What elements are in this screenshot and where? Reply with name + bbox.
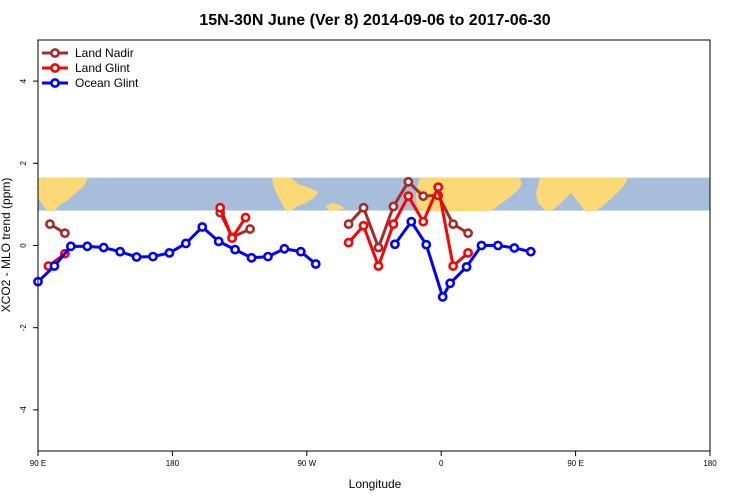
y-axis-label: XCO2 - MLO trend (ppm) <box>0 178 13 313</box>
x-tick-label: 90 E <box>567 459 583 468</box>
x-tick-label: 90 E <box>30 459 46 468</box>
x-tick-label: 180 <box>166 459 180 468</box>
legend-label: Land Nadir <box>75 46 134 60</box>
y-tick-label: -4 <box>19 406 28 414</box>
data-point <box>343 219 354 230</box>
data-point <box>65 241 76 252</box>
legend-label: Land Glint <box>75 61 130 75</box>
data-point <box>403 191 414 202</box>
data-point <box>279 243 290 254</box>
map-land <box>272 178 318 211</box>
y-tick-label: 4 <box>19 78 28 83</box>
data-point <box>463 228 473 239</box>
data-point <box>49 261 60 271</box>
y-axis: -4 -2 0 2 4 <box>19 78 38 413</box>
series-ocean-glint <box>33 216 536 302</box>
x-tick-label: 90 W <box>297 459 316 468</box>
legend-label: Ocean Glint <box>75 76 139 90</box>
data-point <box>448 219 459 230</box>
data-point <box>388 219 399 230</box>
data-point <box>180 238 191 249</box>
data-point <box>418 216 429 227</box>
data-point <box>98 242 109 253</box>
data-point <box>246 252 257 263</box>
data-point <box>148 251 158 262</box>
data-point <box>448 261 459 271</box>
map-land <box>58 186 70 196</box>
y-tick-label: 2 <box>19 161 28 166</box>
data-point <box>421 239 432 250</box>
data-point <box>388 201 399 212</box>
data-point <box>358 202 369 213</box>
data-point <box>59 228 70 239</box>
data-point <box>263 251 273 262</box>
data-point <box>245 224 255 234</box>
world-map-band <box>38 177 710 211</box>
series-line <box>393 220 532 299</box>
data-point <box>373 261 384 271</box>
data-point <box>115 246 126 257</box>
data-point <box>310 259 321 269</box>
x-tick-label: 0 <box>439 459 444 468</box>
data-point <box>445 278 456 289</box>
data-point <box>343 237 354 248</box>
data-point <box>461 261 472 272</box>
data-point <box>295 246 306 257</box>
data-point <box>463 247 473 258</box>
y-tick-label: -2 <box>19 324 28 332</box>
x-axis-label: Longitude <box>349 477 402 491</box>
data-point <box>433 182 444 193</box>
legend-swatch-marker <box>50 78 60 88</box>
data-point <box>230 244 241 255</box>
data-point <box>131 252 142 262</box>
legend-swatch-marker <box>50 48 60 58</box>
data-point <box>373 242 384 253</box>
data-point <box>493 240 503 251</box>
chart-title: 15N-30N June (Ver 8) 2014-09-06 to 2017-… <box>199 12 550 29</box>
plot-frame <box>37 39 711 452</box>
data-point <box>403 176 414 187</box>
legend-swatch-marker <box>50 63 60 73</box>
map-land <box>560 178 628 211</box>
data-point <box>213 236 224 247</box>
data-point <box>418 191 429 202</box>
x-axis: 90 E 180 90 W 0 90 E 180 <box>30 451 717 468</box>
data-point <box>509 243 520 253</box>
series-land-glint <box>43 182 473 271</box>
data-point <box>525 246 536 257</box>
data-point <box>82 241 93 252</box>
data-point <box>164 247 175 258</box>
data-point <box>437 291 448 302</box>
data-point <box>197 222 208 232</box>
data-point <box>476 240 487 251</box>
series-layer <box>33 176 536 302</box>
x-tick-label: 180 <box>703 459 717 468</box>
data-point <box>406 216 417 227</box>
map-land <box>325 203 345 211</box>
data-point <box>215 202 226 213</box>
data-point <box>45 219 55 230</box>
data-point <box>358 220 369 231</box>
data-point <box>227 233 238 244</box>
data-point <box>390 239 400 250</box>
y-tick-label: 0 <box>19 243 28 248</box>
data-point <box>240 212 251 223</box>
